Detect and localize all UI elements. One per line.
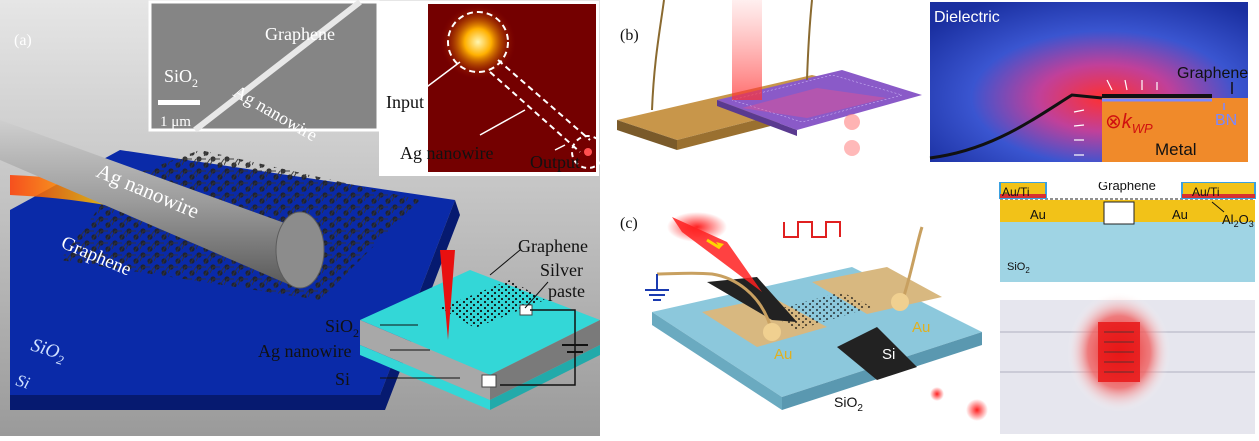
cross-auti-left-label: Au/Ti: [1002, 185, 1030, 199]
optical-input-label: Input: [386, 92, 424, 112]
silver-paste-label-2: paste: [548, 281, 585, 301]
si-tip-right: [837, 327, 917, 380]
cross-graphene-label: Graphene: [1098, 182, 1156, 193]
panel-c-label: (c): [620, 215, 638, 232]
panel-b-figure: (b) Dielectric Graphene ⊗kWP BN: [617, 0, 1248, 162]
device-graphene: [440, 280, 545, 328]
device-au-left-label: Au: [774, 346, 792, 363]
panel-c-figure: (c) Au Au Si SiO2: [620, 178, 1256, 434]
panel-a-figure: (a) Ag nanowire Graphene SiO2 Si Graphen…: [0, 0, 605, 436]
cross-al2o3-label: Al2O3: [1222, 212, 1254, 229]
sio2-layer: [1000, 222, 1255, 282]
optical-nanowire-label: Ag nanowire: [400, 143, 493, 163]
cross-sio2-label: SiO2: [1007, 261, 1030, 275]
panel-b: (b) Dielectric Graphene ⊗kWP BN: [612, 0, 1259, 175]
input-spot: [440, 4, 516, 80]
laser-pulse: [672, 217, 762, 292]
sim-metal-label: Metal: [1155, 140, 1197, 159]
silver-paste-label-1: Silver: [540, 260, 583, 280]
panel-c: (c) Au Au Si SiO2: [612, 178, 1259, 436]
sem-sio2-label: SiO2: [164, 66, 198, 90]
sem-inset: Graphene Ag nanowire SiO2 1 μm: [148, 0, 380, 145]
optical-inset: Input Ag nanowire Output: [379, 1, 605, 176]
cross-au-right-label: Au: [1172, 207, 1188, 222]
nanowire-end-cap: [275, 211, 325, 289]
cross-auti-right-label: Au/Ti: [1192, 185, 1220, 199]
cross-au-left-label: Au: [1030, 207, 1046, 222]
sim-bn-label: BN: [1215, 112, 1237, 129]
scale-bar-label: 1 μm: [160, 114, 191, 130]
ag-nanowire-3d: [0, 120, 290, 285]
simulation-b: Dielectric Graphene ⊗kWP BN Metal: [929, 2, 1248, 162]
main-si-label: Si: [14, 371, 32, 393]
si-tip-left: [707, 277, 797, 322]
sim-graphene-label: Graphene: [1177, 65, 1248, 82]
scale-bar: [158, 100, 200, 105]
optical-output-label: Output: [530, 152, 580, 172]
laser-beam: [732, 0, 762, 100]
sim-dielectric-label: Dielectric: [934, 9, 1000, 26]
panel-a: (a) Ag nanowire Graphene SiO2 Si Graphen…: [0, 0, 605, 436]
device-au-right-label: Au: [912, 319, 930, 336]
panel-a-label: (a): [14, 32, 32, 49]
panel-b-label: (b): [620, 27, 639, 44]
device-sio2-label: SiO2: [325, 316, 359, 340]
device-si-label: Si: [335, 369, 350, 389]
device-si-label: Si: [882, 346, 895, 363]
device-schematic-b: [617, 0, 922, 156]
cross-section-c: Graphene Au/Ti Au/Ti Au Au Al2O3 SiO2: [999, 178, 1256, 434]
laser-cone: [440, 250, 455, 340]
device-nanowire-label: Ag nanowire: [258, 341, 351, 361]
output-spot: [584, 148, 592, 156]
device-graphene-label: Graphene: [518, 236, 588, 256]
device-schematic-a: Graphene Silver paste SiO2 Ag nanowire S…: [258, 236, 600, 410]
sem-graphene-label: Graphene: [265, 24, 335, 44]
device-schematic-c: Au Au Si SiO2: [645, 212, 988, 421]
device-sio2-label: SiO2: [834, 394, 863, 414]
plasmon-field-map: [10, 175, 300, 280]
